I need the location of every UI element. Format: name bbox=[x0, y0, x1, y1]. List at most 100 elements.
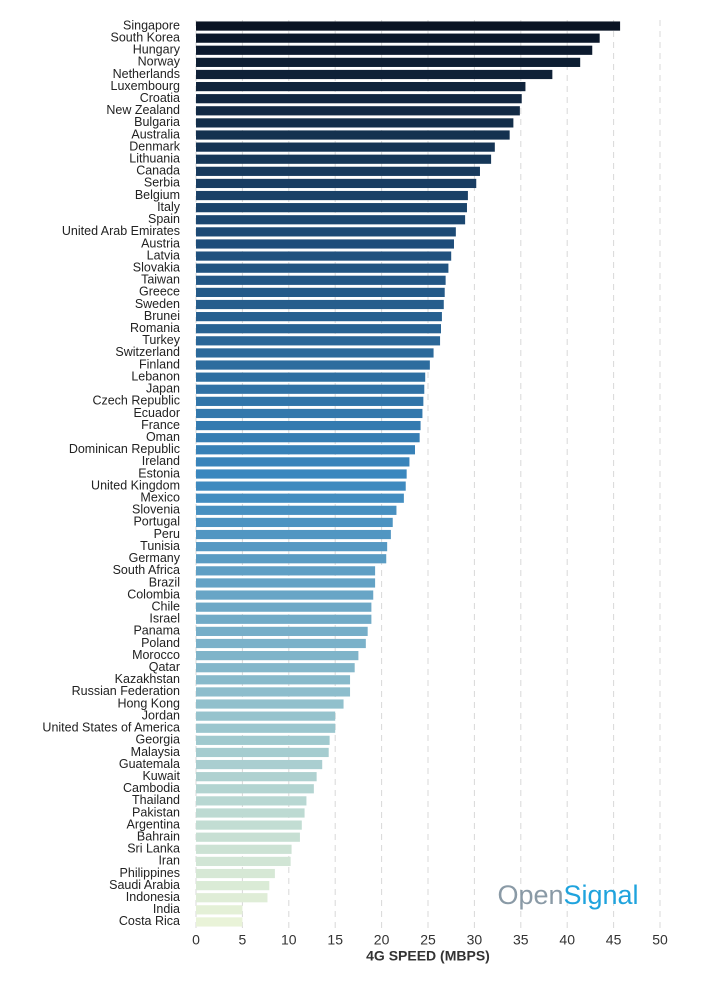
bar bbox=[196, 723, 336, 733]
bar bbox=[196, 203, 467, 213]
y-tick-label: Slovenia bbox=[132, 503, 180, 517]
y-tick-label: New Zealand bbox=[106, 103, 180, 117]
y-tick-label: Switzerland bbox=[115, 345, 180, 359]
bar bbox=[196, 784, 314, 794]
y-tick-label: Oman bbox=[146, 430, 180, 444]
y-tick-label: Germany bbox=[129, 551, 181, 565]
bar bbox=[196, 699, 344, 709]
logo: OpenSignal bbox=[497, 880, 638, 910]
bar bbox=[196, 408, 423, 419]
y-tick-label: Japan bbox=[146, 382, 180, 396]
y-tick-label: Lithuania bbox=[129, 152, 180, 166]
bar bbox=[196, 687, 351, 697]
y-tick-label: Chile bbox=[152, 599, 181, 613]
bar bbox=[196, 275, 446, 285]
y-tick-label: Latvia bbox=[147, 248, 180, 262]
y-tick-label: Qatar bbox=[149, 660, 180, 674]
y-tick-label: Ecuador bbox=[133, 406, 180, 420]
y-tick-label: Pakistan bbox=[132, 805, 180, 819]
bar bbox=[196, 808, 305, 818]
y-tick-label: Mexico bbox=[140, 491, 180, 505]
bar bbox=[196, 566, 376, 576]
y-tick-label: Turkey bbox=[142, 333, 180, 347]
y-tick-label: South Korea bbox=[111, 30, 181, 44]
y-tick-label: Singapore bbox=[123, 18, 180, 32]
y-tick-label: Guatemala bbox=[119, 757, 180, 771]
bar bbox=[196, 747, 329, 758]
bar bbox=[196, 820, 302, 830]
y-tick-label: Taiwan bbox=[141, 273, 180, 287]
y-tick-label: Spain bbox=[148, 212, 180, 226]
bar bbox=[196, 106, 520, 116]
y-tick-label: Argentina bbox=[126, 817, 180, 831]
bar bbox=[196, 493, 404, 503]
y-tick-label: Australia bbox=[131, 127, 180, 141]
bar bbox=[196, 154, 492, 164]
y-tick-label: Malaysia bbox=[131, 745, 180, 759]
x-tick-label: 20 bbox=[374, 932, 390, 948]
y-tick-label: Saudi Arabia bbox=[109, 878, 180, 892]
bar bbox=[196, 45, 593, 55]
bar bbox=[196, 638, 366, 649]
logo-open: Open bbox=[497, 880, 563, 910]
y-tick-label: Belgium bbox=[135, 188, 180, 202]
y-tick-label: Tunisia bbox=[140, 539, 180, 553]
bar bbox=[196, 590, 374, 600]
bar bbox=[196, 336, 441, 346]
bar bbox=[196, 299, 444, 310]
y-tick-label: Canada bbox=[136, 164, 180, 178]
bar bbox=[196, 21, 621, 31]
y-tick-label: Philippines bbox=[120, 866, 180, 880]
y-tick-label: Russian Federation bbox=[72, 684, 180, 698]
bar bbox=[196, 578, 376, 588]
y-tick-label: Austria bbox=[141, 236, 180, 250]
bar bbox=[196, 384, 425, 394]
bar bbox=[196, 251, 452, 261]
bar bbox=[196, 505, 397, 515]
bar bbox=[196, 554, 387, 564]
y-tick-label: Estonia bbox=[138, 466, 180, 480]
x-axis-label: 4G SPEED (MBPS) bbox=[366, 948, 490, 964]
bar bbox=[196, 130, 510, 140]
bar bbox=[196, 602, 372, 612]
bar bbox=[196, 33, 600, 43]
x-tick-label: 15 bbox=[327, 932, 343, 948]
bar bbox=[196, 215, 466, 225]
bar bbox=[196, 905, 243, 915]
y-tick-label: Kuwait bbox=[142, 769, 180, 783]
y-tick-label: Israel bbox=[149, 612, 180, 626]
bar bbox=[196, 142, 495, 152]
bar bbox=[196, 348, 434, 358]
x-tick-label: 30 bbox=[467, 932, 483, 948]
y-tick-label: Greece bbox=[139, 285, 180, 299]
y-tick-label: Panama bbox=[133, 624, 180, 638]
bar bbox=[196, 433, 420, 443]
y-tick-label: United States of America bbox=[42, 721, 180, 735]
bar bbox=[196, 372, 426, 382]
y-tick-label: Iran bbox=[158, 854, 180, 868]
bar bbox=[196, 420, 421, 431]
bar bbox=[196, 772, 317, 782]
bar bbox=[196, 166, 480, 176]
y-tick-label: Georgia bbox=[136, 733, 181, 747]
y-tick-label: Brunei bbox=[144, 309, 180, 323]
x-tick-label: 50 bbox=[652, 932, 668, 948]
y-tick-label: Serbia bbox=[144, 176, 180, 190]
y-tick-label: Indonesia bbox=[126, 890, 180, 904]
y-tick-label: Czech Republic bbox=[92, 394, 180, 408]
y-tick-label: Bulgaria bbox=[134, 115, 180, 129]
bar bbox=[196, 263, 449, 273]
bar bbox=[196, 227, 456, 237]
y-tick-label: Colombia bbox=[127, 587, 180, 601]
bar bbox=[196, 312, 442, 322]
bar bbox=[196, 881, 270, 891]
bar bbox=[196, 893, 268, 903]
bar bbox=[196, 663, 355, 673]
y-tick-label: Lebanon bbox=[131, 369, 180, 383]
bar bbox=[196, 118, 514, 128]
x-tick-label: 10 bbox=[281, 932, 297, 948]
y-tick-label: Cambodia bbox=[123, 781, 180, 795]
y-tick-label: Thailand bbox=[132, 793, 180, 807]
y-tick-label: Sri Lanka bbox=[127, 842, 180, 856]
x-tick-label: 45 bbox=[606, 932, 622, 948]
